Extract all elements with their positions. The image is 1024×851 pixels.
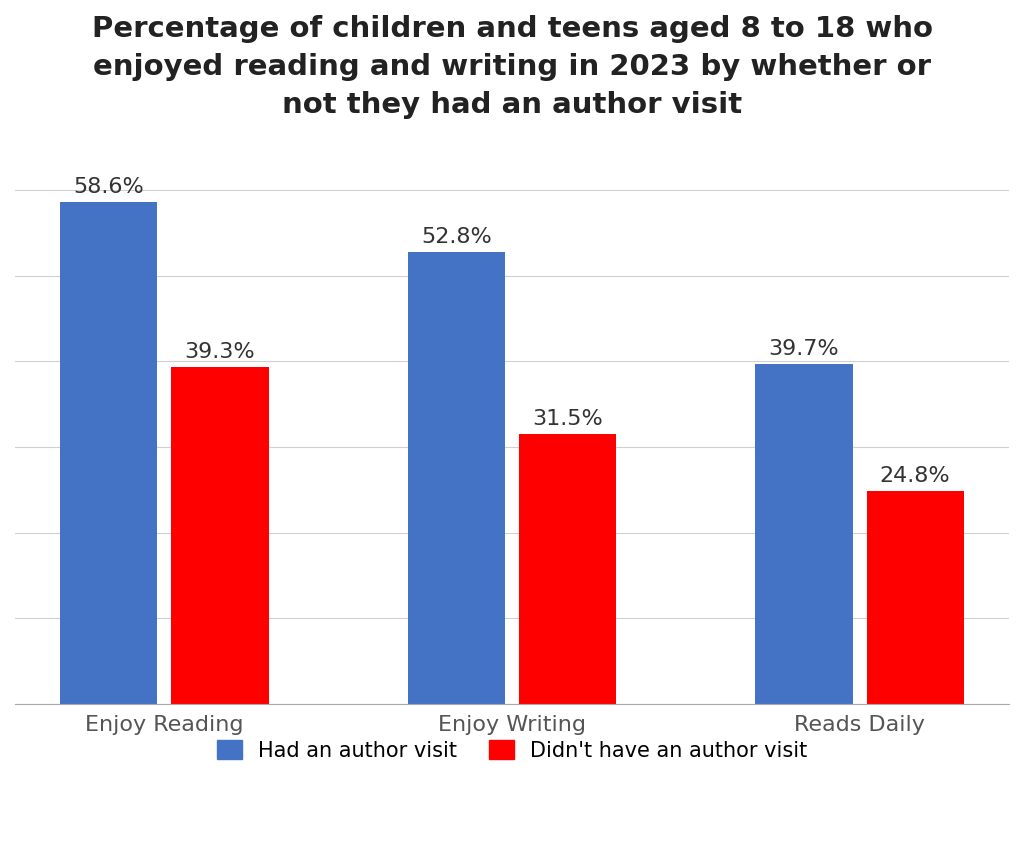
Bar <box>756 364 853 704</box>
Text: 24.8%: 24.8% <box>880 466 950 486</box>
Text: 52.8%: 52.8% <box>421 226 492 247</box>
Title: Percentage of children and teens aged 8 to 18 who
enjoyed reading and writing in: Percentage of children and teens aged 8 … <box>91 15 933 119</box>
Bar <box>519 434 616 704</box>
Bar <box>60 203 158 704</box>
Text: 39.7%: 39.7% <box>769 339 840 359</box>
Legend: Had an author visit, Didn't have an author visit: Had an author visit, Didn't have an auth… <box>206 730 818 771</box>
Bar <box>866 491 964 704</box>
Text: 58.6%: 58.6% <box>74 177 144 197</box>
Text: 39.3%: 39.3% <box>184 342 255 363</box>
Text: 31.5%: 31.5% <box>532 409 603 429</box>
Bar <box>408 252 505 704</box>
Bar <box>171 368 268 704</box>
